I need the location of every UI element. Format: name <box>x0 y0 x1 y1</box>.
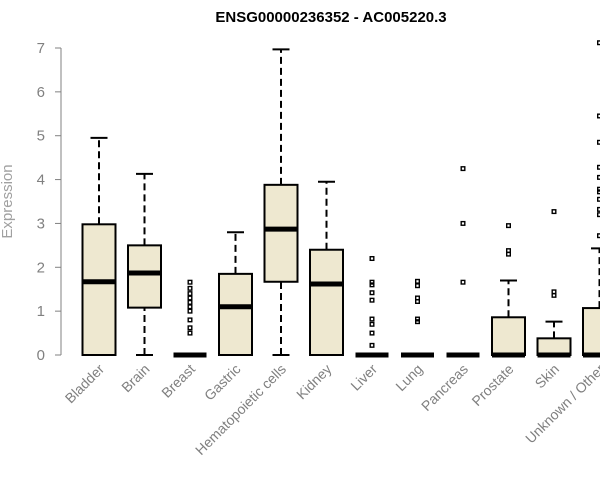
y-tick-label: 1 <box>37 303 45 320</box>
outlier-point <box>369 321 375 327</box>
box-iqr <box>81 223 117 356</box>
outlier-point <box>460 279 466 285</box>
box-iqr <box>491 316 526 357</box>
outlier-point <box>187 291 193 297</box>
x-tick-label: Pancreas <box>418 361 471 414</box>
x-tick-label: Bladder <box>62 361 108 407</box>
outlier-point <box>460 220 466 226</box>
outlier-point <box>369 279 375 285</box>
outlier-point <box>415 283 421 289</box>
x-tick-label: Gastric <box>201 361 244 404</box>
outlier-point <box>369 297 375 303</box>
y-tick-label: 2 <box>37 259 45 276</box>
box-group <box>536 209 572 358</box>
x-tick-label: Brain <box>118 361 152 395</box>
y-tick-label: 3 <box>37 215 45 232</box>
box-group <box>355 256 389 358</box>
outlier-point <box>187 317 193 323</box>
box-group <box>582 40 600 358</box>
outlier-point <box>369 342 375 348</box>
x-tick-label: Unknown / Other <box>522 361 600 447</box>
box-group <box>263 48 299 356</box>
box-group <box>218 231 253 356</box>
outlier-point <box>187 299 193 305</box>
box-iqr <box>582 307 600 356</box>
outlier-point <box>187 279 193 285</box>
outlier-point <box>460 166 466 172</box>
outlier-point <box>415 295 421 301</box>
outlier-point <box>187 304 193 310</box>
box-iqr <box>263 183 299 283</box>
outlier-point <box>506 248 512 254</box>
outlier-point <box>415 319 421 325</box>
y-tick-label: 0 <box>37 347 45 364</box>
box-group <box>491 223 526 358</box>
outlier-point <box>415 316 421 322</box>
x-tick-label: Hematopoietic cells <box>192 361 289 458</box>
outlier-point <box>187 295 193 301</box>
outlier-point <box>369 330 375 336</box>
outlier-point <box>369 290 375 296</box>
chart-title: ENSG00000236352 - AC005220.3 <box>215 9 446 26</box>
outlier-point <box>551 209 557 215</box>
box-iqr <box>309 248 344 356</box>
outlier-point <box>187 285 193 291</box>
box-group <box>446 166 480 358</box>
y-axis: 0 1 2 3 4 5 6 7 <box>37 40 62 364</box>
x-tick-label: Kidney <box>293 361 335 403</box>
box-group <box>81 136 117 356</box>
outlier-point <box>187 330 193 336</box>
outlier-point <box>415 278 421 284</box>
box-group <box>401 278 434 358</box>
outlier-point <box>187 308 193 314</box>
box-iqr <box>127 244 162 309</box>
y-tick-label: 7 <box>37 40 45 57</box>
y-tick-label: 6 <box>37 84 45 101</box>
outlier-point <box>506 223 512 229</box>
y-tick-label: 4 <box>37 172 45 189</box>
box-iqr <box>218 272 253 356</box>
outlier-point <box>187 325 193 331</box>
x-tick-label: Prostate <box>468 361 516 409</box>
x-tick-label: Lung <box>392 361 425 394</box>
box-group <box>173 279 207 358</box>
y-axis-label: Expression <box>0 164 16 238</box>
plot-area <box>81 40 600 358</box>
y-tick-label: 5 <box>37 128 45 145</box>
outlier-point <box>551 289 557 295</box>
outlier-point <box>369 256 375 262</box>
box-group <box>309 180 344 356</box>
outlier-point <box>369 282 375 288</box>
outlier-point <box>369 316 375 322</box>
box-group <box>127 172 162 356</box>
x-tick-label: Liver <box>347 361 380 394</box>
x-tick-label: Skin <box>532 361 563 392</box>
x-tick-label: Breast <box>158 361 198 401</box>
